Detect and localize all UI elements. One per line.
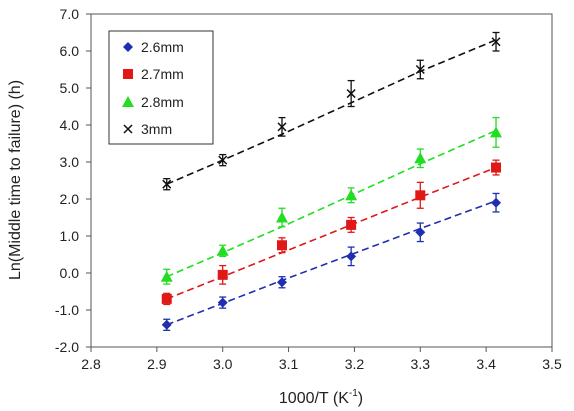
legend-marker-2-8mm <box>122 96 134 107</box>
data-point-2-8mm <box>216 244 229 256</box>
legend-marker-2-7mm <box>123 69 133 79</box>
trend-line-2-7mm <box>166 166 497 300</box>
x-tick-label: 3.2 <box>345 356 365 372</box>
y-axis-title: Ln(Middle time to failure) (h) <box>7 80 24 280</box>
legend: 2.6mm 2.7mm 2.8mm 3mm <box>108 30 214 145</box>
x-tick-label: 2.8 <box>81 356 101 372</box>
data-point-2-8mm <box>345 189 358 201</box>
series-3mm <box>162 31 501 191</box>
data-point-2-6mm <box>415 227 426 238</box>
y-tick-label: -1.0 <box>55 302 79 318</box>
x-tick-label: 3.0 <box>213 356 233 372</box>
data-point-2-7mm <box>217 269 228 280</box>
y-tick-label: -2.0 <box>55 339 79 355</box>
data-point-2-6mm <box>161 319 172 330</box>
data-point-2-7mm <box>491 162 502 173</box>
data-point-2-6mm <box>217 297 228 308</box>
series-2-6mm <box>161 192 502 332</box>
data-point-2-7mm <box>276 240 287 251</box>
data-point-3mm <box>277 122 287 132</box>
y-tick-label: 5.0 <box>60 80 80 96</box>
x-tick-label: 3.4 <box>476 356 496 372</box>
x-tick-label: 2.9 <box>147 356 167 372</box>
legend-marker-2-6mm <box>123 42 133 52</box>
trend-line-2-8mm <box>166 129 497 278</box>
y-tick-label: 4.0 <box>60 117 80 133</box>
data-point-3mm <box>415 64 425 75</box>
data-point-2-8mm <box>160 270 173 282</box>
data-point-2-8mm <box>275 211 288 223</box>
data-point-2-6mm <box>491 197 502 208</box>
data-point-2-7mm <box>346 219 357 230</box>
data-point-3mm <box>218 155 228 165</box>
legend-marker-3mm <box>123 124 133 134</box>
x-tick-label: 3.5 <box>542 356 562 372</box>
series-2-8mm <box>160 116 503 285</box>
data-point-2-7mm <box>415 190 426 201</box>
data-point-3mm <box>346 89 356 99</box>
data-point-2-8mm <box>490 126 503 138</box>
trend-line-2-6mm <box>166 200 497 326</box>
y-tick-label: 7.0 <box>60 6 80 22</box>
x-tick-label: 3.3 <box>411 356 431 372</box>
x-axis-title: 1000/T (K-1) <box>279 388 363 407</box>
series-2-7mm <box>161 159 502 306</box>
trend-line-3mm <box>166 39 497 185</box>
data-point-3mm <box>162 179 172 189</box>
y-axis-ticks: -2.0 -1.0 0.0 1.0 2.0 3.0 4.0 5.0 6.0 7.0 <box>55 6 91 355</box>
y-tick-label: 3.0 <box>60 154 80 170</box>
data-point-2-8mm <box>414 152 427 164</box>
plot-frame <box>90 13 553 348</box>
data-point-2-6mm <box>276 277 287 288</box>
y-tick-label: 6.0 <box>60 43 80 59</box>
legend-label-2-8mm: 2.8mm <box>141 94 184 110</box>
x-tick-label: 3.1 <box>279 356 299 372</box>
series-layer <box>160 31 503 332</box>
y-tick-label: 1.0 <box>60 228 80 244</box>
legend-label-2-7mm: 2.7mm <box>141 66 184 82</box>
data-point-3mm <box>491 37 501 47</box>
data-point-2-7mm <box>161 293 172 304</box>
x-axis-ticks: 2.8 2.9 3.0 3.1 3.2 3.3 3.4 3.5 <box>81 347 562 372</box>
y-tick-label: 0.0 <box>60 265 80 281</box>
data-point-2-6mm <box>346 251 357 262</box>
legend-markers <box>122 42 134 134</box>
legend-label-3mm: 3mm <box>141 121 172 137</box>
legend-label-2-6mm: 2.6mm <box>141 39 184 55</box>
y-tick-label: 2.0 <box>60 191 80 207</box>
